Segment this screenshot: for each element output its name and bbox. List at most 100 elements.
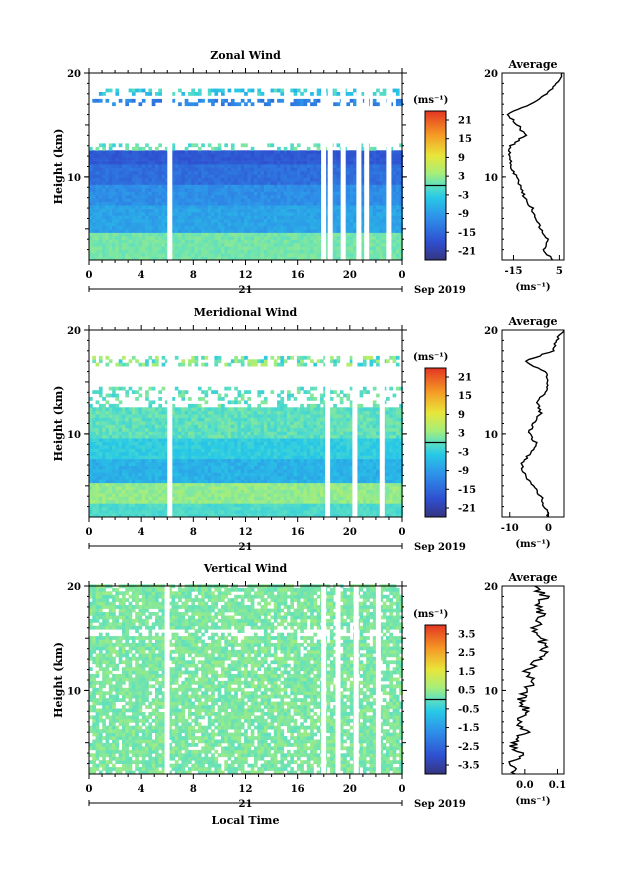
heatmap-cell — [171, 493, 176, 497]
heatmap-cell — [369, 253, 374, 257]
heatmap-cell — [105, 160, 110, 165]
heatmap-cell — [197, 386, 202, 391]
heatmap-cell — [171, 177, 176, 182]
heatmap-cell — [379, 157, 384, 161]
heatmap-cell — [122, 188, 126, 192]
heatmap-cell — [138, 236, 143, 240]
heatmap-cell — [171, 441, 176, 446]
heatmap-cell — [95, 184, 100, 189]
heatmap-cell — [204, 390, 209, 394]
heatmap-cell — [240, 225, 245, 230]
heatmap-cell — [217, 482, 222, 487]
heatmap-cell — [353, 198, 357, 203]
heatmap-cell — [174, 506, 179, 511]
heatmap-cell — [230, 472, 235, 477]
heatmap-cell — [92, 472, 96, 477]
heatmap-cell — [277, 201, 281, 206]
heatmap-cell — [349, 188, 354, 192]
heatmap-cell — [293, 191, 298, 196]
heatmap-cell — [194, 493, 199, 497]
heatmap-cell — [201, 472, 205, 477]
heatmap-cell — [263, 236, 268, 240]
heatmap-cell — [131, 499, 136, 504]
heatmap-cell — [221, 88, 225, 93]
heatmap-cell — [135, 218, 139, 223]
heatmap-cell — [92, 438, 96, 442]
heatmap-cell — [211, 421, 215, 425]
heatmap-cell — [191, 503, 195, 508]
heatmap-cell — [224, 486, 228, 490]
heatmap-cell — [313, 212, 318, 216]
heatmap-cell — [221, 222, 225, 227]
heatmap-cell — [89, 198, 93, 203]
heatmap-cell — [128, 455, 133, 460]
heatmap-cell — [217, 143, 222, 148]
heatmap-cell — [108, 146, 113, 151]
heatmap-cell — [287, 194, 291, 199]
heatmap-cell — [95, 222, 100, 227]
heatmap-cell — [201, 215, 205, 220]
heatmap-cell — [98, 239, 103, 244]
heatmap-cell — [392, 181, 397, 185]
heatmap-cell — [290, 215, 294, 220]
heatmap-cell — [204, 482, 209, 487]
heatmap-cell — [306, 229, 311, 233]
heatmap-cell — [197, 188, 202, 192]
heatmap-cell — [112, 506, 116, 511]
heatmap-cell — [161, 177, 166, 182]
heatmap-cell — [224, 150, 228, 155]
heatmap-cell — [108, 205, 113, 209]
heatmap-cell — [204, 475, 209, 480]
heatmap-cell — [221, 427, 225, 432]
heatmap-cell — [214, 424, 219, 429]
heatmap-cell — [174, 157, 179, 161]
heatmap-cell — [336, 160, 341, 165]
heatmap-cell — [112, 232, 116, 237]
heatmap-cell — [227, 225, 232, 230]
heatmap-cell — [191, 242, 195, 247]
heatmap-cell — [102, 143, 106, 148]
heatmap-cell — [184, 153, 189, 158]
heatmap-cell — [141, 489, 146, 494]
heatmap-cell — [217, 434, 222, 439]
heatmap-cell — [257, 201, 261, 206]
heatmap-cell — [155, 201, 159, 206]
heatmap-cell — [211, 510, 215, 514]
heatmap-cell — [197, 414, 202, 418]
heatmap-cell — [369, 198, 374, 203]
heatmap-cell — [395, 181, 400, 185]
heatmap-cell — [178, 212, 182, 216]
heatmap-cell — [188, 427, 192, 432]
heatmap-cell — [95, 482, 100, 487]
heatmap-cell — [197, 98, 202, 103]
heatmap-cell — [184, 194, 189, 199]
heatmap-cell — [224, 469, 228, 473]
heatmap-cell — [227, 489, 232, 494]
heatmap-cell — [164, 486, 169, 490]
heatmap-cell — [118, 479, 123, 484]
heatmap-cell — [184, 236, 189, 240]
heatmap-cell — [333, 157, 337, 161]
heatmap-cell — [313, 201, 318, 206]
heatmap-cell — [217, 407, 222, 412]
heatmap-cell — [260, 98, 265, 103]
heatmap-cell — [250, 225, 255, 230]
heatmap-cell — [293, 253, 298, 257]
heatmap-cell — [105, 150, 110, 155]
heatmap-cell — [89, 465, 93, 470]
heatmap-cell — [197, 194, 202, 199]
heatmap-cell — [221, 479, 225, 484]
heatmap-cell — [174, 208, 179, 213]
heatmap-cell — [204, 205, 209, 209]
heatmap-cell — [227, 448, 232, 453]
heatmap-cell — [194, 469, 199, 473]
heatmap-cell — [89, 482, 93, 487]
heatmap-cell — [184, 458, 189, 463]
heatmap-cell — [217, 458, 222, 463]
heatmap-cell — [290, 188, 294, 192]
heatmap-cell — [112, 170, 116, 175]
heatmap-cell — [217, 431, 222, 436]
heatmap-cell — [161, 205, 166, 209]
heatmap-cell — [161, 246, 166, 251]
heatmap-cell — [270, 98, 275, 103]
